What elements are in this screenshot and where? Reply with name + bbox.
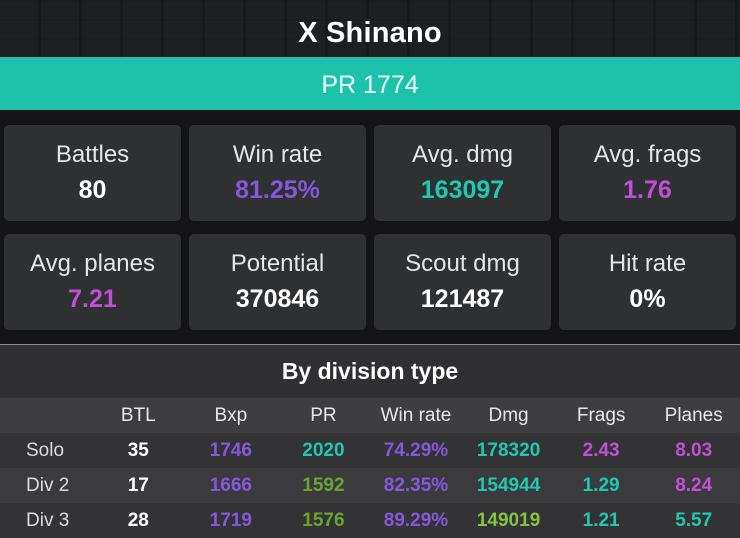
stat-label: Avg. frags [593, 140, 702, 168]
pr-rating-value: PR 1774 [321, 71, 419, 99]
stat-label: Potential [230, 249, 325, 277]
cell-dmg: 149019 [476, 509, 541, 531]
cell-frags: 2.43 [582, 439, 620, 461]
cell-dmg: 154944 [476, 474, 541, 496]
stat-label: Avg. planes [30, 249, 155, 277]
cell-pr: 2020 [302, 439, 345, 461]
stat-label: Avg. dmg [412, 140, 513, 168]
column-header: Dmg [488, 404, 529, 426]
cell-btl: 28 [127, 509, 149, 531]
stat-card: Scout dmg 121487 [374, 234, 551, 330]
stat-value: 370846 [235, 284, 320, 313]
cell-planes: 8.24 [675, 474, 713, 496]
stat-value: 7.21 [68, 284, 117, 313]
cell-planes: 8.03 [675, 439, 713, 461]
stat-card: Hit rate 0% [559, 234, 736, 330]
stat-label: Win rate [232, 140, 323, 168]
division-table: BTL Bxp PR Win rate Dmg Frags Planes Sol… [0, 398, 740, 538]
division-section-title: By division type [281, 358, 459, 384]
stat-card: Battles 80 [4, 125, 181, 221]
cell-win-rate: 89.29% [383, 509, 449, 531]
cell-pr: 1592 [302, 474, 345, 496]
stat-value: 81.25% [235, 175, 320, 204]
stat-card: Avg. frags 1.76 [559, 125, 736, 221]
cell-win-rate: 82.35% [383, 474, 449, 496]
section-divider [0, 344, 740, 345]
cell-btl: 35 [127, 439, 149, 461]
stat-value: 1.76 [623, 175, 672, 204]
cell-btl: 17 [127, 474, 149, 496]
division-table-row: Div 2 17 1666 1592 82.35% 154944 1.29 8.… [0, 468, 740, 503]
stat-value: 121487 [420, 284, 505, 313]
cell-frags: 1.21 [582, 509, 620, 531]
division-table-header-row: BTL Bxp PR Win rate Dmg Frags Planes [0, 398, 740, 433]
stat-card: Potential 370846 [189, 234, 366, 330]
title-bar: X Shinano [0, 0, 740, 57]
stats-card-grid: Battles 80 Win rate 81.25% Avg. dmg 1630… [0, 110, 740, 344]
stat-label: Battles [55, 140, 130, 168]
cell-bxp: 1666 [209, 474, 252, 496]
column-header: Frags [576, 404, 626, 426]
column-header: PR [310, 404, 337, 426]
stat-label: Scout dmg [405, 249, 520, 277]
cell-frags: 1.29 [582, 474, 620, 496]
stat-card: Avg. dmg 163097 [374, 125, 551, 221]
pr-rating-banner: PR 1774 [0, 57, 740, 110]
row-label: Solo [26, 439, 65, 461]
stat-card: Avg. planes 7.21 [4, 234, 181, 330]
stat-value: 163097 [420, 175, 505, 204]
division-table-row: Solo 35 1746 2020 74.29% 178320 2.43 8.0… [0, 433, 740, 468]
cell-planes: 5.57 [675, 509, 713, 531]
column-header: Planes [664, 404, 723, 426]
cell-pr: 1576 [302, 509, 345, 531]
ship-title: X Shinano [298, 17, 442, 49]
cell-bxp: 1746 [209, 439, 252, 461]
stat-card: Win rate 81.25% [189, 125, 366, 221]
stat-label: Hit rate [608, 249, 687, 277]
stat-value: 80 [78, 175, 107, 204]
cell-bxp: 1719 [209, 509, 252, 531]
division-table-row: Div 3 28 1719 1576 89.29% 149019 1.21 5.… [0, 503, 740, 538]
division-section-header: By division type [0, 345, 740, 398]
column-header: Win rate [380, 404, 452, 426]
stat-value: 0% [629, 284, 666, 313]
row-label: Div 2 [26, 474, 70, 496]
cell-dmg: 178320 [476, 439, 541, 461]
cell-win-rate: 74.29% [383, 439, 449, 461]
row-label: Div 3 [26, 509, 70, 531]
column-header: Bxp [214, 404, 248, 426]
column-header: BTL [120, 404, 156, 426]
